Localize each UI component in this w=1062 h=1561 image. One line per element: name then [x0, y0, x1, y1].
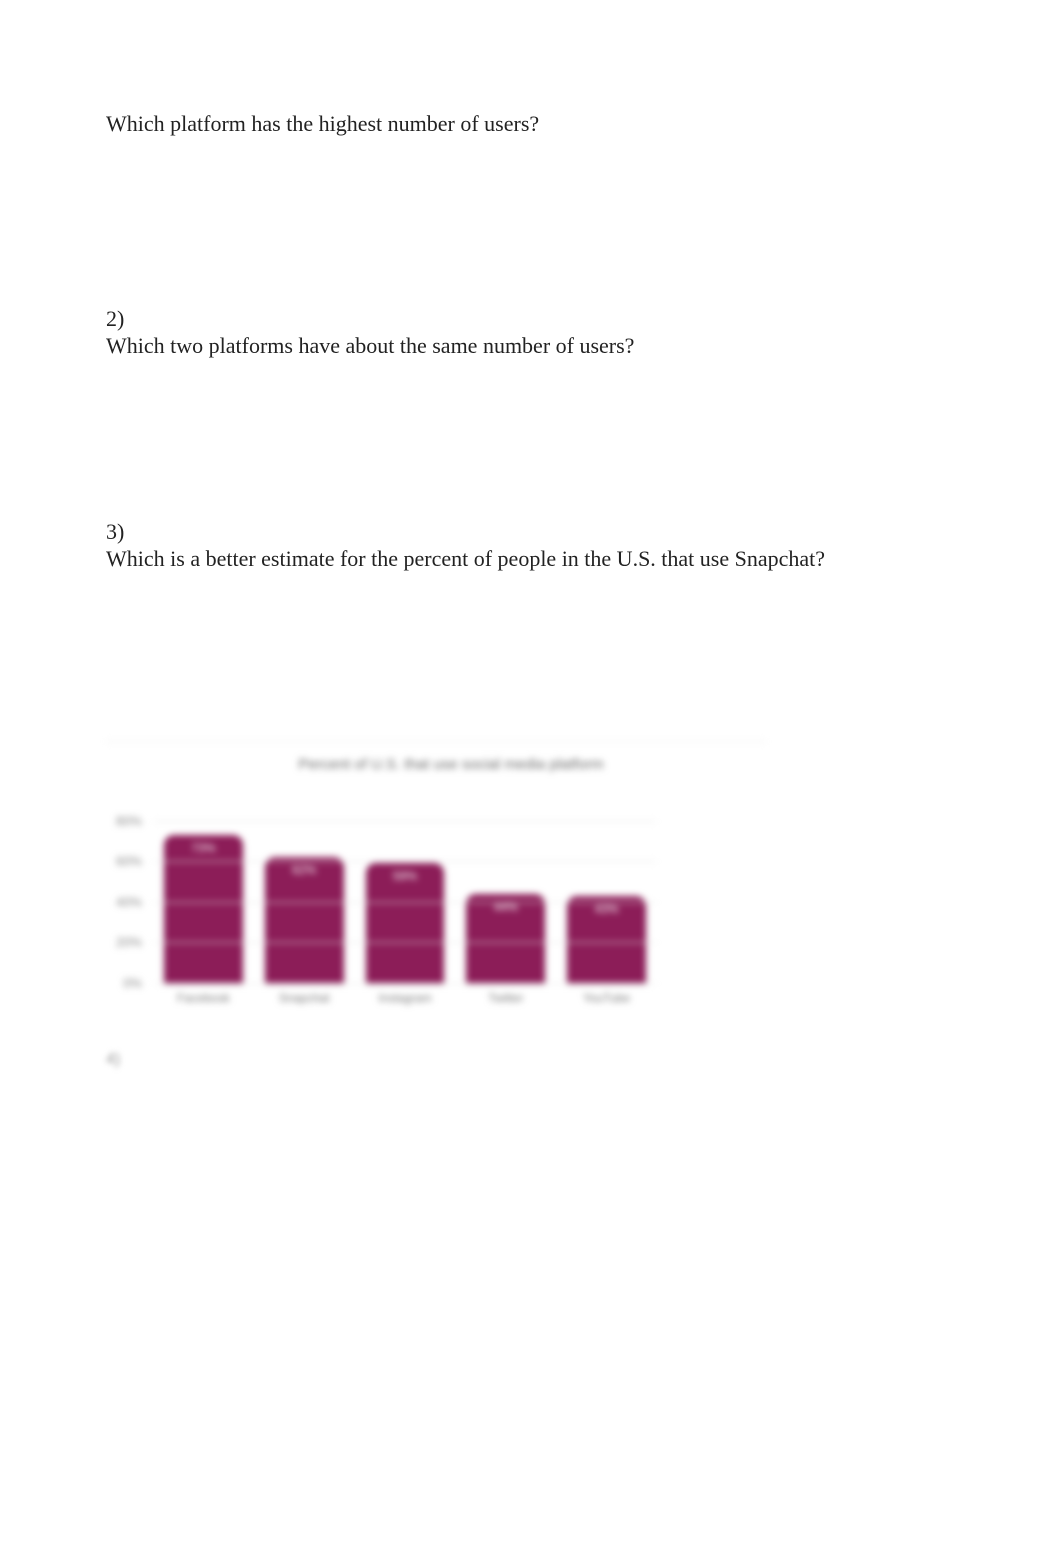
question-4-number: 4)	[106, 1051, 956, 1069]
spacer	[106, 359, 956, 519]
bars-container: 73% 62% 59% 44% 43%	[154, 781, 656, 983]
bar-wrap: 43%	[567, 896, 646, 983]
y-axis-labels: 0%20%40%60%80%	[106, 781, 146, 983]
bar-value-label: 43%	[567, 902, 646, 916]
question-2-text: Which two platforms have about the same …	[106, 332, 956, 360]
bar-wrap: 62%	[265, 857, 344, 982]
gridline	[154, 942, 656, 943]
gridline	[154, 902, 656, 903]
spacer	[106, 573, 956, 723]
gridline	[154, 821, 656, 822]
x-axis-labels: Facebook Snapchat Instagram Twitter YouTube	[154, 987, 656, 1011]
chart-plot: 0% 20% 40% 60% 80% 73% 62% 59% 44% 43% Facebook S…	[106, 781, 766, 1011]
plot-area: 73% 62% 59% 44% 43%	[154, 781, 656, 983]
bar-wrap: 44%	[466, 894, 545, 983]
x-tick-label: Instagram	[366, 987, 445, 1011]
bar-chart: Percent of U.S. that use social media pl…	[106, 741, 766, 1011]
bar-value-label: 62%	[265, 863, 344, 877]
bar-wrap: 73%	[164, 835, 243, 982]
question-2-number: 2)	[106, 306, 956, 332]
x-tick-label: Facebook	[164, 987, 243, 1011]
y-tick-label: 20%	[116, 935, 142, 950]
question-1-text: Which platform has the highest number of…	[106, 110, 956, 138]
y-tick-label: 0%	[123, 975, 142, 990]
bar-value-label: 73%	[164, 841, 243, 855]
chart-title: Percent of U.S. that use social media pl…	[136, 756, 766, 773]
question-3-text: Which is a better estimate for the perce…	[106, 545, 956, 573]
x-tick-label: YouTube	[567, 987, 646, 1011]
question-3-number: 3)	[106, 519, 956, 545]
gridline	[154, 861, 656, 862]
bar-wrap: 59%	[366, 863, 445, 982]
bar: 73%	[164, 835, 243, 982]
spacer	[106, 138, 956, 306]
bar-value-label: 59%	[366, 869, 445, 883]
x-tick-label: Twitter	[466, 987, 545, 1011]
y-tick-label: 60%	[116, 854, 142, 869]
bar: 43%	[567, 896, 646, 983]
bar: 59%	[366, 863, 445, 982]
bar: 62%	[265, 857, 344, 982]
document-body: Which platform has the highest number of…	[0, 0, 1062, 1069]
gridline	[154, 983, 656, 984]
y-tick-label: 40%	[116, 894, 142, 909]
x-tick-label: Snapchat	[265, 987, 344, 1011]
bar: 44%	[466, 894, 545, 983]
y-tick-label: 80%	[116, 813, 142, 828]
